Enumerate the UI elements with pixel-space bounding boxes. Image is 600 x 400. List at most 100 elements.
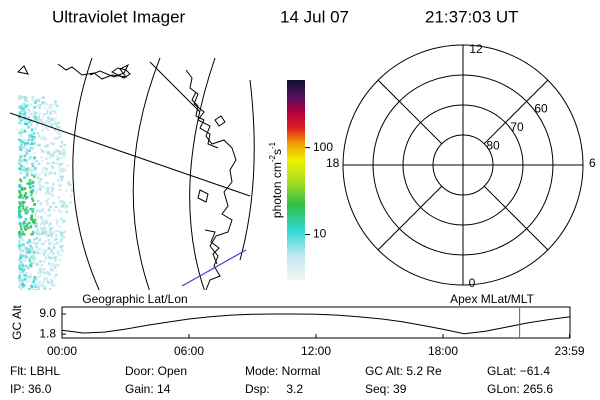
aurora-pixel: [26, 160, 29, 163]
aurora-pixel: [35, 211, 38, 214]
polar-spoke: [377, 185, 443, 251]
aurora-pixel: [69, 183, 72, 187]
aurora-pixel: [29, 146, 33, 149]
aurora-pixel: [50, 278, 53, 282]
aurora-pixel: [24, 122, 27, 125]
aurora-pixel: [49, 161, 53, 164]
aurora-pixel: [48, 273, 51, 276]
status-field: Door: Open: [125, 364, 187, 378]
colorbar-tick-label: 100: [313, 140, 333, 154]
mlt-label: 0: [469, 276, 476, 290]
aurora-pixel: [46, 181, 50, 185]
aurora-pixel: [53, 120, 57, 124]
aurora-pixel: [23, 225, 26, 228]
aurora-pixel: [36, 104, 39, 108]
aurora-pixel: [18, 262, 21, 266]
aurora-pixel: [24, 114, 27, 118]
aurora-pixel: [18, 138, 21, 142]
aurora-pixel: [45, 119, 48, 123]
aurora-pixel: [35, 237, 38, 240]
aurora-pixel: [48, 214, 52, 217]
aurora-pixel: [20, 289, 23, 290]
aurora-pixel: [19, 139, 23, 143]
aurora-pixel: [19, 194, 23, 198]
aurora-pixel: [18, 96, 22, 100]
aurora-pixel: [62, 167, 65, 171]
aurora-pixel: [31, 135, 34, 139]
aurora-pixel: [27, 108, 31, 112]
aurora-pixel: [18, 230, 21, 234]
colorbar-unit-part: photon cm: [270, 162, 284, 218]
aurora-pixel: [47, 152, 50, 155]
aurora-pixel: [52, 246, 56, 249]
aurora-pixel: [25, 162, 29, 165]
aurora-pixel: [24, 208, 28, 212]
aurora-pixel: [63, 168, 67, 172]
aurora-pixel: [35, 245, 38, 249]
aurora-pixel: [30, 217, 33, 220]
aurora-pixel: [54, 259, 57, 262]
aurora-pixel: [22, 284, 26, 287]
polar-spoke: [377, 79, 443, 145]
aurora-pixel: [18, 275, 21, 278]
aurora-pixel: [35, 249, 39, 253]
aurora-pixel: [31, 147, 34, 150]
aurora-pixel: [31, 181, 35, 184]
aurora-pixel: [20, 262, 23, 266]
colorbar-unit-part: s: [270, 149, 284, 155]
aurora-pixel: [47, 208, 51, 212]
aurora-pixel: [24, 100, 28, 103]
aurora-pixel: [31, 247, 34, 250]
status-field: Flt: LBHL: [10, 364, 60, 378]
aurora-pixel: [47, 214, 50, 218]
aurora-pixel: [51, 194, 54, 197]
aurora-pixel: [60, 168, 64, 171]
colorbar-unit-part: -1: [268, 141, 277, 149]
altitude-plot: GC Alt 9.0 1.8 00:00 06:00 12:00 18:00 23:59: [10, 305, 585, 359]
lat-ring: [432, 134, 494, 196]
aurora-pixel: [48, 247, 52, 250]
aurora-pixel: [48, 242, 51, 246]
aurora-pixel: [26, 104, 29, 107]
aurora-pixel: [58, 151, 62, 154]
aurora-pixel: [22, 243, 25, 246]
x-tick-label: 23:59: [555, 344, 585, 358]
aurora-pixel: [58, 167, 61, 170]
aurora-pixel: [27, 157, 31, 161]
aurora-pixel: [48, 151, 51, 154]
aurora-pixel: [50, 122, 54, 125]
aurora-pixel: [59, 157, 62, 160]
aurora-pixel: [29, 186, 32, 189]
polar-spoke: [483, 185, 549, 251]
aurora-pixel: [39, 268, 42, 271]
aurora-pixel: [62, 152, 65, 155]
aurora-pixel: [47, 106, 50, 110]
aurora-pixel: [19, 215, 23, 219]
aurora-pixel: [31, 199, 35, 202]
aurora-pixel: [19, 270, 23, 274]
aurora-pixel: [39, 188, 42, 191]
aurora-pixel: [20, 228, 23, 231]
aurora-pixel: [37, 116, 40, 119]
aurora-pixel: [18, 115, 21, 119]
aurora-pixel: [44, 126, 48, 129]
lat-label: 60: [534, 101, 548, 115]
aurora-pixel: [51, 226, 54, 230]
aurora-pixel: [40, 137, 44, 140]
aurora-pixel: [30, 282, 34, 286]
aurora-pixel: [43, 286, 47, 289]
aurora-pixel: [44, 250, 47, 253]
aurora-pixel: [37, 99, 41, 103]
aurora-pixel: [42, 230, 45, 233]
aurora-pixel: [18, 207, 21, 210]
aurora-pixel: [24, 139, 27, 142]
aurora-pixel: [19, 153, 22, 157]
aurora-pixel: [65, 189, 68, 192]
aurora-pixel: [34, 127, 37, 130]
aurora-pixel: [51, 153, 54, 156]
aurora-pixel: [41, 170, 45, 173]
aurora-pixel: [41, 150, 44, 153]
aurora-pixel: [25, 148, 28, 151]
aurora-pixel: [24, 159, 28, 162]
colorbar: 10 100 photon cm-2s-1: [268, 80, 333, 280]
